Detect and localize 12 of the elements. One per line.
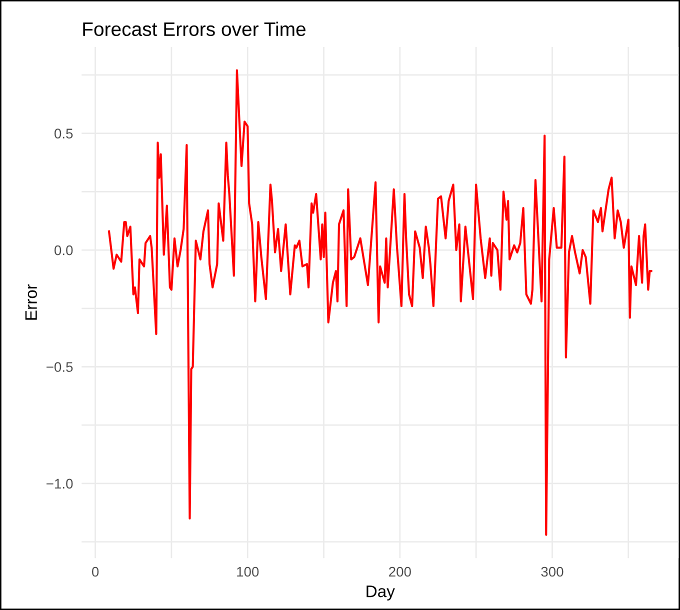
- y-tick-label: 0.0: [54, 245, 73, 256]
- y-tick-label: −0.5: [46, 362, 73, 372]
- line-series: [108, 69, 652, 536]
- chart-title: Forecast Errors over Time: [83, 22, 306, 36]
- x-tick-label: 0: [92, 566, 99, 577]
- x-tick-label: 100: [237, 566, 259, 577]
- y-tick-label: 0.5: [54, 128, 73, 139]
- y-axis-title: Error: [25, 284, 37, 320]
- x-tick-label: 200: [389, 566, 411, 577]
- y-tick-label: −1.0: [46, 478, 73, 489]
- x-axis-title: Day: [366, 586, 395, 601]
- x-tick-label: 300: [541, 566, 564, 577]
